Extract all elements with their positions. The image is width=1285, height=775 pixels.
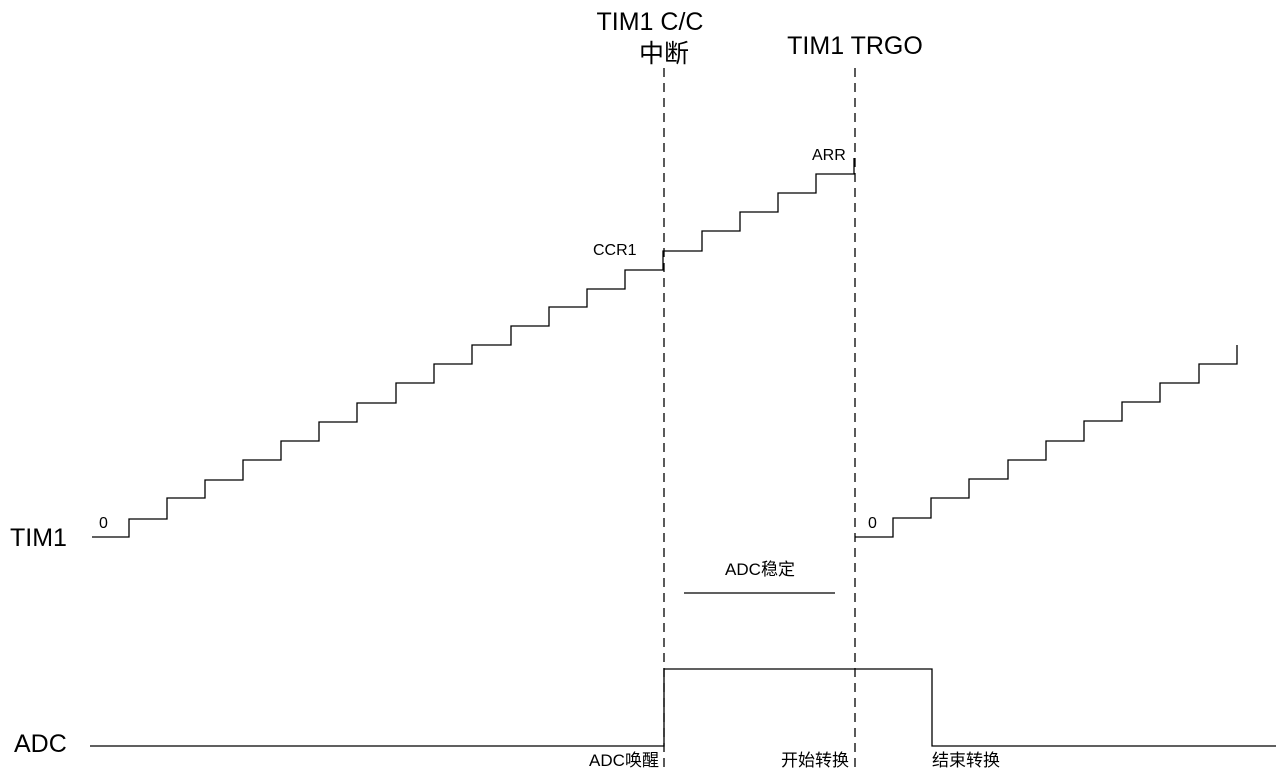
counter-restart-zero-label: 0 [868, 515, 877, 532]
cc-interrupt-label-line2: 中断 [639, 40, 689, 68]
tim1-counter-staircase [92, 158, 855, 538]
cc-interrupt-label-line1: TIM1 C/C [597, 8, 704, 36]
arr-label: ARR [812, 147, 846, 164]
ccr1-label: CCR1 [593, 242, 637, 259]
adc-waveform [90, 668, 1276, 747]
end-conversion-label: 结束转换 [932, 751, 1000, 770]
tim1-counter-staircase-restart [855, 345, 1238, 538]
adc-wake-label: ADC唤醒 [589, 751, 659, 770]
trgo-label: TIM1 TRGO [787, 32, 923, 60]
tim1-signal-label: TIM1 [10, 524, 67, 552]
start-conversion-label: 开始转换 [781, 751, 849, 770]
counter-start-zero-label: 0 [99, 515, 108, 532]
adc-signal-label: ADC [14, 730, 67, 758]
adc-stabilize-label: ADC稳定 [725, 560, 795, 579]
